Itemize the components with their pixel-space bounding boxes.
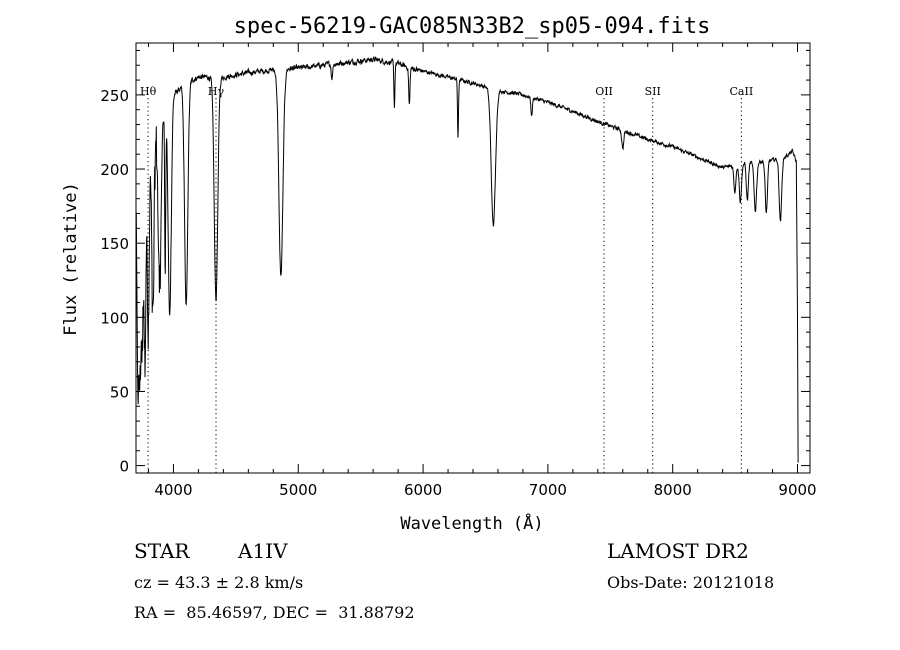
marker-label: Hθ xyxy=(140,85,157,98)
y-tick-label: 200 xyxy=(100,161,129,179)
object-class: STAR xyxy=(134,539,190,563)
y-tick-label: 0 xyxy=(119,458,129,476)
plot-frame xyxy=(135,42,811,474)
x-tick-label: 8000 xyxy=(654,481,692,499)
observation-date: Obs-Date: 20121018 xyxy=(607,573,775,592)
chart-title: spec-56219-GAC085N33B2_sp05-094.fits xyxy=(234,14,711,39)
sky-coordinates: RA = 85.46597, DEC = 31.88792 xyxy=(134,603,415,622)
y-tick-label: 50 xyxy=(110,383,129,401)
y-tick-label: 100 xyxy=(100,309,129,327)
survey-name: LAMOST DR2 xyxy=(607,539,749,563)
redshift-value: cz = 43.3 ± 2.8 km/s xyxy=(134,573,304,592)
x-axis-label: Wavelength (Å) xyxy=(400,512,543,534)
marker-label: Hγ xyxy=(208,85,225,98)
marker-label: OII xyxy=(595,85,613,98)
object-subclass: A1IV xyxy=(238,539,288,563)
spectrum-line xyxy=(135,56,799,463)
y-tick-label: 250 xyxy=(100,87,129,105)
x-tick-label: 7000 xyxy=(529,481,567,499)
marker-label: SII xyxy=(645,85,661,98)
y-axis-label: Flux (relative) xyxy=(61,182,81,336)
x-tick-label: 5000 xyxy=(279,481,317,499)
x-tick-label: 6000 xyxy=(404,481,442,499)
x-tick-label: 4000 xyxy=(154,481,192,499)
axes: 4000 5000 6000 7000 8000 9000 0 50 100 150 200 250 xyxy=(100,42,817,499)
marker-label: CaII xyxy=(730,85,754,98)
y-tick-label: 150 xyxy=(100,235,129,253)
x-tick-label: 9000 xyxy=(778,481,816,499)
